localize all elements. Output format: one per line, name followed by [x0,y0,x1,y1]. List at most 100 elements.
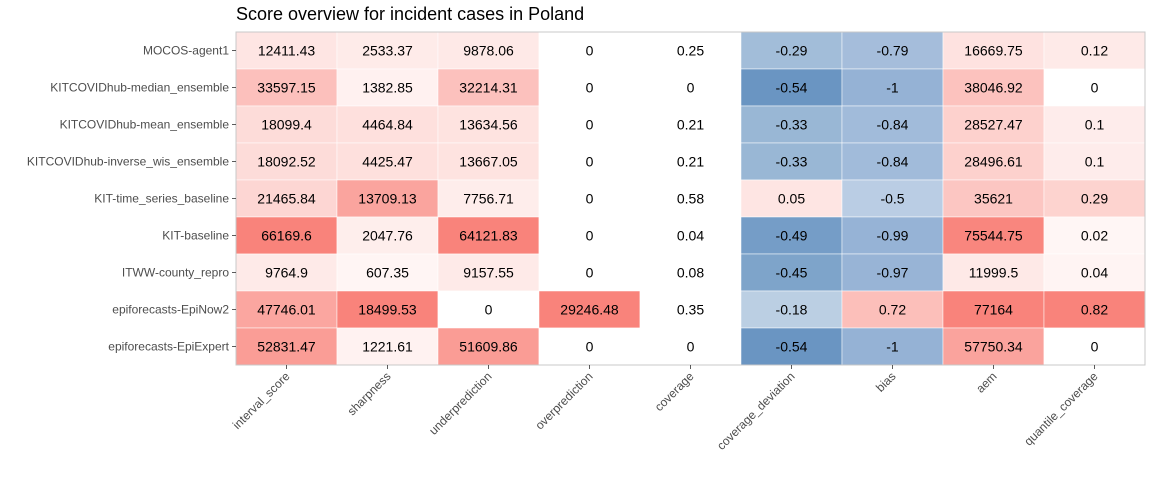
cell-value-label: -0.5 [880,191,904,207]
heatmap-cell [740,68,843,107]
y-tick-label: KITCOVIDhub-mean_ensemble [60,118,230,132]
heatmap-cell [740,216,843,255]
cell-value-label: -0.33 [776,154,808,170]
heatmap-cell [841,290,944,329]
cell-value-label: 13634.56 [459,117,518,133]
y-tick-label: KITCOVIDhub-inverse_wis_ensemble [27,155,229,169]
heatmap-cell [336,179,439,218]
y-tick-label: MOCOS-agent1 [143,44,229,58]
cell-value-label: 0 [1091,339,1099,355]
heatmap-cell [235,142,338,181]
heatmap-cell [235,31,338,70]
heatmap-cell [942,142,1045,181]
heatmap-cell [841,68,944,107]
cell-value-label: 75544.75 [964,228,1023,244]
x-tick-label: coverage [652,369,697,414]
heatmap-cell [437,253,540,292]
cell-value-label: -0.54 [776,80,808,96]
cell-value-label: 0 [586,117,594,133]
cell-value-label: 7756.71 [463,191,514,207]
x-tick-label: coverage_deviation [714,369,797,452]
heatmap-cell [639,216,742,255]
heatmap-cell [437,68,540,107]
cell-value-label: 0.1 [1085,154,1105,170]
heatmap-cell [235,179,338,218]
heatmap-cell [942,253,1045,292]
cell-value-label: 4425.47 [362,154,413,170]
x-tick-label: overprediction [532,369,595,432]
heatmap-cell [942,31,1045,70]
cell-value-label: 0.12 [1081,43,1108,59]
heatmap-cell [437,290,540,329]
cell-value-label: -0.45 [776,265,808,281]
cell-value-label: 607.35 [366,265,409,281]
cell-value-label: 33597.15 [257,80,316,96]
cell-value-label: 35621 [974,191,1013,207]
cell-value-label: 13709.13 [358,191,417,207]
x-tick-label: aem [973,369,999,395]
heatmap-cell [1043,68,1146,107]
heatmap-cell [841,105,944,144]
cell-value-label: -0.33 [776,117,808,133]
cell-value-label: 0.35 [677,302,704,318]
cell-value-label: 9878.06 [463,43,514,59]
cell-value-label: 18099.4 [261,117,312,133]
cell-value-label: 4464.84 [362,117,413,133]
cell-value-label: 2533.37 [362,43,413,59]
heatmap-cell [538,290,641,329]
cell-value-label: 0.02 [1081,228,1108,244]
x-tick-label: interval_score [230,369,293,432]
cell-value-label: 2047.76 [362,228,413,244]
x-tick-label: bias [873,369,898,394]
y-tick-label: KIT-baseline [162,229,229,243]
cell-value-label: 13667.05 [459,154,518,170]
cell-value-label: 0 [687,80,695,96]
cell-value-label: 28496.61 [964,154,1023,170]
cell-value-label: -1 [886,80,899,96]
heatmap-cell [740,179,843,218]
heatmap-cell [740,327,843,366]
cell-value-label: 0 [485,302,493,318]
cell-value-label: -0.79 [877,43,909,59]
cell-value-label: 77164 [974,302,1013,318]
heatmap-cell [336,105,439,144]
heatmap-cell [942,68,1045,107]
cell-value-label: 18092.52 [257,154,316,170]
cell-value-label: 0 [687,339,695,355]
heatmap-cell [437,216,540,255]
cell-value-label: 0.82 [1081,302,1108,318]
cell-value-label: 0 [586,265,594,281]
heatmap-cell [437,327,540,366]
heatmap-cell [1043,105,1146,144]
cell-value-label: 18499.53 [358,302,417,318]
heatmap-cell [336,327,439,366]
x-tick-label: quantile_coverage [1021,369,1100,448]
heatmap-cell [1043,327,1146,366]
heatmap-cell [942,216,1045,255]
cell-value-label: 52831.47 [257,339,316,355]
cell-value-label: 66169.6 [261,228,312,244]
cell-value-label: -0.29 [776,43,808,59]
y-axis-labels: MOCOS-agent1 KITCOVIDhub-median_ensemble K… [27,44,236,354]
x-tick-label: sharpness [345,369,394,418]
heatmap-cell [235,68,338,107]
y-tick-label: KIT-time_series_baseline [94,192,229,206]
heatmap-cell [841,253,944,292]
cell-value-label: 0.08 [677,265,704,281]
heatmap-cell [538,142,641,181]
cell-value-label: -0.99 [877,228,909,244]
heatmap-cell [1043,216,1146,255]
cell-value-label: 28527.47 [964,117,1023,133]
cell-value-label: 0.25 [677,43,704,59]
cell-value-label: 0.21 [677,154,704,170]
cell-value-label: 0.05 [778,191,805,207]
cell-value-label: -0.84 [877,154,909,170]
cell-value-label: 1382.85 [362,80,413,96]
heatmap-cell [740,31,843,70]
heatmap-cell [437,105,540,144]
cell-value-label: 29246.48 [560,302,619,318]
cell-value-label: 0.1 [1085,117,1105,133]
heatmap-cell [336,253,439,292]
cell-value-label: 0.04 [677,228,704,244]
